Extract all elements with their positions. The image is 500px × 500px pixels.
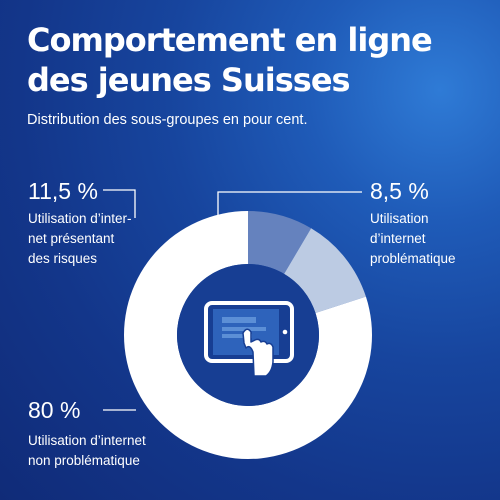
slice-label-problematique: Utilisation d’internet problématique (370, 211, 456, 266)
slice-a-risques (284, 228, 366, 314)
slice-label-non-problematique: Utilisation d’internet non problématique (28, 433, 146, 468)
slice-non-problematique (124, 211, 372, 459)
value-label-non-problematique: 80 % (28, 397, 81, 423)
slice-label-a-risques: Utilisation d’inter- net présentant des … (28, 211, 132, 266)
value-label-a-risques: 11,5 % (28, 178, 98, 204)
page-title: Comportement en ligne des jeunes Suisses (27, 21, 433, 99)
value-label-problematique: 8,5 % (370, 178, 429, 204)
leader-line-problematique (217, 191, 362, 215)
leader-line-a-risques (103, 189, 136, 218)
slice-problematique (248, 211, 312, 274)
tablet-touch-icon (204, 301, 294, 377)
page-subtitle: Distribution des sous-groupes en pour ce… (27, 112, 308, 128)
